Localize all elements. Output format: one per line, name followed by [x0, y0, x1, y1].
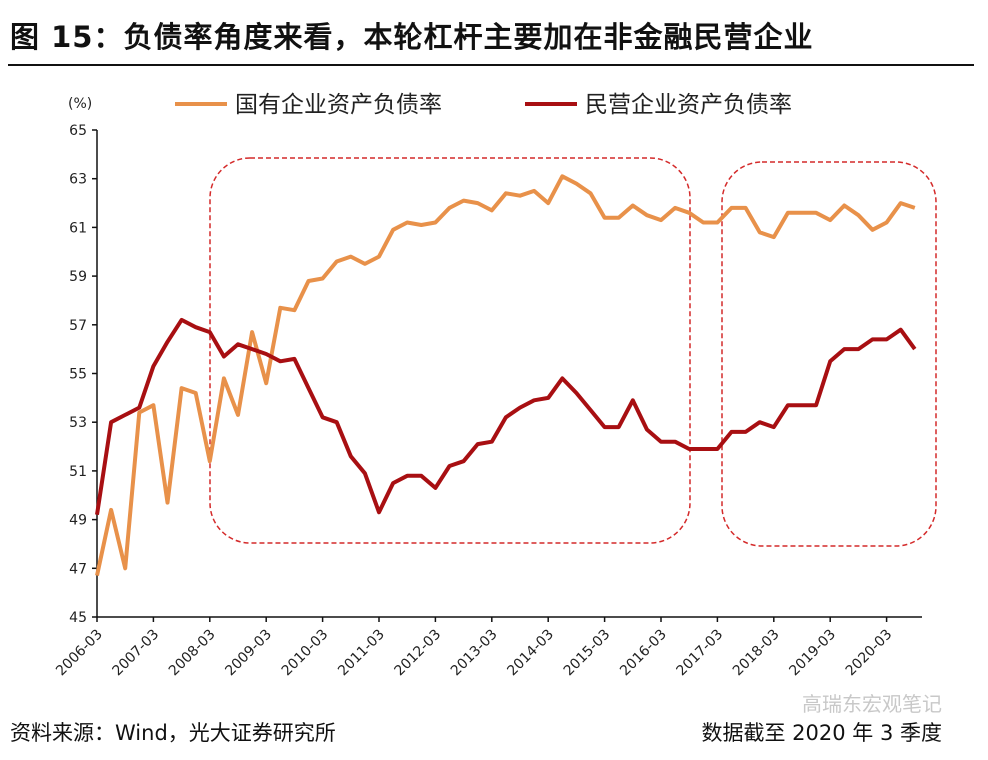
x-tick-label: 2007-03	[110, 627, 163, 680]
y-tick-label: 49	[69, 513, 87, 529]
x-tick-label: 2008-03	[166, 627, 219, 680]
x-tick-label: 2013-03	[448, 627, 501, 680]
x-tick-label: 2016-03	[617, 627, 670, 680]
x-tick-label: 2014-03	[504, 627, 557, 680]
y-tick-label: 65	[69, 123, 87, 139]
x-tick-label: 2018-03	[730, 627, 783, 680]
y-tick-label: 45	[69, 610, 87, 626]
annotation-boxes	[209, 157, 937, 547]
x-tick-label: 2012-03	[392, 627, 445, 680]
watermark: 高瑞东宏观笔记	[802, 692, 942, 716]
dashed-highlight-box	[209, 157, 691, 544]
data-cutoff-note: 数据截至 2020 年 3 季度	[701, 721, 942, 745]
x-tick-label: 2006-03	[53, 627, 106, 680]
x-tick-label: 2010-03	[279, 627, 332, 680]
line-chart: (%) 国有企业资产负债率 民营企业资产负债率 45 47 49 51 53 55 57 59 6…	[53, 92, 937, 680]
x-tick-label: 2015-03	[561, 627, 614, 680]
x-tick-label: 2020-03	[843, 627, 896, 680]
y-axis-unit: (%)	[68, 96, 92, 112]
x-tick-label: 2019-03	[786, 627, 839, 680]
y-tick-label: 59	[69, 269, 87, 285]
legend: 国有企业资产负债率 民营企业资产负债率	[175, 92, 792, 118]
series-lines	[95, 174, 917, 577]
legend-label: 民营企业资产负债率	[585, 92, 792, 118]
legend-label: 国有企业资产负债率	[235, 92, 442, 118]
private-debt-ratio-line	[95, 317, 917, 516]
dashed-highlight-box	[721, 161, 937, 547]
x-tick-label: 2017-03	[674, 627, 727, 680]
y-tick-label: 61	[69, 220, 87, 236]
y-tick-label: 47	[69, 561, 87, 577]
y-tick-label: 51	[69, 464, 87, 480]
soe-debt-ratio-line	[95, 174, 916, 577]
x-tick-label: 2011-03	[335, 627, 388, 680]
y-tick-label: 55	[69, 367, 87, 383]
x-tick-label: 2009-03	[222, 627, 275, 680]
y-tick-label: 57	[69, 318, 87, 334]
source-note: 资料来源：Wind，光大证券研究所	[10, 721, 336, 745]
y-tick-label: 63	[69, 172, 87, 188]
title-divider	[8, 64, 974, 66]
y-tick-label: 53	[69, 415, 87, 431]
chart-title: 图 15：负债率角度来看，本轮杠杆主要加在非金融民营企业	[10, 20, 814, 54]
